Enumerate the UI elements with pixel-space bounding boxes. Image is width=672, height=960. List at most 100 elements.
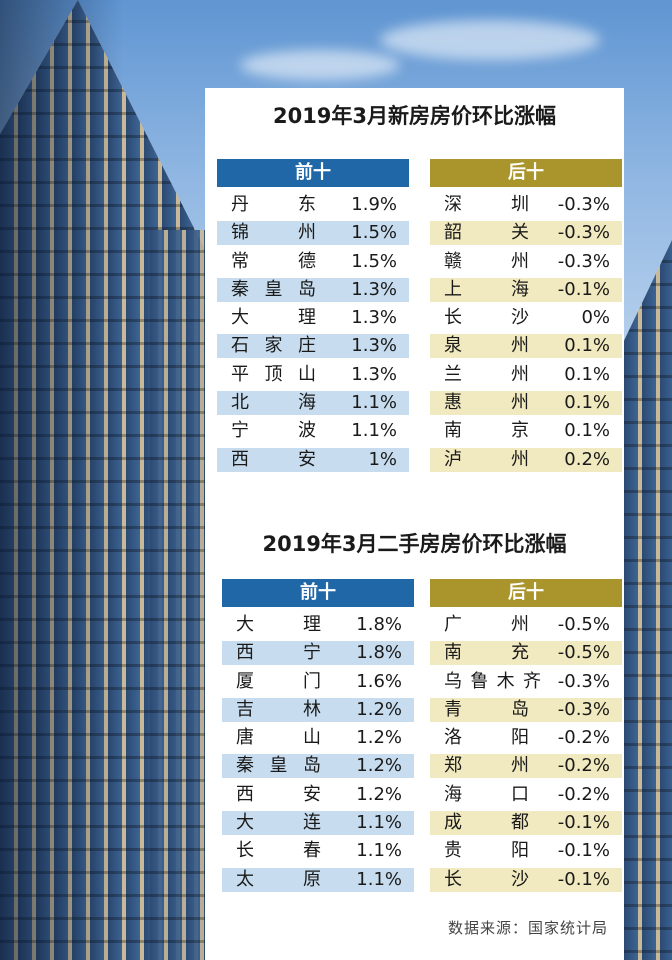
price-change-value: 1.2% <box>356 755 402 777</box>
price-change-value: 1.1% <box>356 868 402 890</box>
price-change-value: 1.8% <box>356 642 402 664</box>
rows: 广 州 -0.5% 南 充 -0.5% 乌鲁木齐 -0.3% 青 岛 -0.3% 洛 阳 -0.2… <box>430 613 622 892</box>
table-row: 贵 阳 -0.1% <box>430 839 622 863</box>
city-name: 成 都 <box>444 812 530 834</box>
city-name: 南 充 <box>444 642 530 664</box>
city-name: 青 岛 <box>444 698 530 720</box>
table-row: 吉 林 1.2% <box>222 697 414 722</box>
cloud <box>380 20 600 60</box>
table-row: 赣 州 -0.3% <box>430 250 622 274</box>
city-name: 长 沙 <box>444 307 530 329</box>
city-name: 丹 东 <box>231 194 317 215</box>
price-change-value: 1.2% <box>356 783 402 805</box>
city-name: 锦 州 <box>231 222 317 244</box>
price-change-value: 1.3% <box>351 307 397 329</box>
price-change-value: -0.1% <box>557 840 610 862</box>
city-name: 韶 关 <box>444 222 530 244</box>
table-row: 洛 阳 -0.2% <box>430 726 622 750</box>
table-row: 泉 州 0.1% <box>430 334 622 359</box>
price-change-value: -0.2% <box>557 755 610 777</box>
city-name: 平顶山 <box>231 363 317 385</box>
rows: 深 圳 -0.3% 韶 关 -0.3% 赣 州 -0.3% 上 海 -0.1% 长 沙 0% 泉 州… <box>430 193 622 472</box>
rows: 大 理 1.8% 西 宁 1.8% 厦 门 1.6% 吉 林 1.2% 唐 山 1.2% 秦皇岛 1.… <box>222 613 414 892</box>
city-name: 西 安 <box>231 448 317 470</box>
city-name: 西 安 <box>236 783 322 805</box>
table-row: 太 原 1.1% <box>222 867 414 892</box>
city-name: 乌鲁木齐 <box>444 670 542 692</box>
table-row: 北 海 1.1% <box>217 391 409 416</box>
price-change-value: -0.1% <box>557 868 610 890</box>
new-homes-top-ten: 前十 丹 东 1.9% 锦 州 1.5% 常 德 1.5% 秦皇岛 1.3% 大 理 1.3% 石家… <box>217 159 409 476</box>
table-row: 唐 山 1.2% <box>222 726 414 750</box>
city-name: 北 海 <box>231 392 317 414</box>
table-row: 南 京 0.1% <box>430 419 622 443</box>
price-change-value: 1.1% <box>356 812 402 834</box>
group-header-top-ten: 前十 <box>217 159 409 187</box>
price-change-value: -0.1% <box>557 812 610 834</box>
city-name: 赣 州 <box>444 250 530 272</box>
table-row: 兰 州 0.1% <box>430 363 622 387</box>
building-right <box>624 240 672 960</box>
city-name: 深 圳 <box>444 194 530 215</box>
table-row: 乌鲁木齐 -0.3% <box>430 670 622 694</box>
table-row: 长 沙 -0.1% <box>430 867 622 892</box>
table-row: 广 州 -0.5% <box>430 613 622 637</box>
price-change-value: 1% <box>368 448 397 470</box>
price-change-value: 1.3% <box>351 335 397 357</box>
city-name: 长 沙 <box>444 868 530 890</box>
price-change-value: 0% <box>581 307 610 329</box>
city-name: 宁 波 <box>231 420 317 442</box>
price-change-value: -0.3% <box>557 250 610 272</box>
table-row: 上 海 -0.1% <box>430 277 622 302</box>
city-name: 太 原 <box>236 868 322 890</box>
price-change-value: 0.1% <box>564 420 610 442</box>
city-name: 贵 阳 <box>444 840 530 862</box>
table-row: 大 连 1.1% <box>222 811 414 836</box>
table-row: 厦 门 1.6% <box>222 670 414 694</box>
city-name: 常 德 <box>231 250 317 272</box>
second-hand-bottom-ten: 后十 广 州 -0.5% 南 充 -0.5% 乌鲁木齐 -0.3% 青 岛 -0.3% 洛 阳 -… <box>430 579 622 896</box>
cloud <box>240 50 400 80</box>
city-name: 大 理 <box>236 614 322 635</box>
city-name: 西 宁 <box>236 642 322 664</box>
city-name: 秦皇岛 <box>236 755 322 777</box>
price-change-value: -0.2% <box>557 783 610 805</box>
price-change-value: 1.5% <box>351 222 397 244</box>
price-change-value: -0.3% <box>557 222 610 244</box>
city-name: 海 口 <box>444 783 530 805</box>
city-name: 石家庄 <box>231 335 317 357</box>
data-source-note: 数据来源：国家统计局 <box>447 919 608 937</box>
table-title-new-homes: 2019年3月新房房价环比涨幅 <box>272 104 557 128</box>
group-header-top-ten: 前十 <box>222 579 414 607</box>
city-name: 秦皇岛 <box>231 278 317 300</box>
price-change-value: 1.9% <box>351 194 397 215</box>
city-name: 广 州 <box>444 614 530 635</box>
table-row: 海 口 -0.2% <box>430 783 622 807</box>
price-change-value: 1.8% <box>356 614 402 635</box>
price-change-value: 0.2% <box>564 448 610 470</box>
city-name: 泸 州 <box>444 448 530 470</box>
price-change-value: -0.1% <box>557 278 610 300</box>
price-change-value: 1.1% <box>356 840 402 862</box>
table-row: 大 理 1.8% <box>222 613 414 637</box>
price-change-value: -0.5% <box>557 642 610 664</box>
city-name: 上 海 <box>444 278 530 300</box>
table-row: 丹 东 1.9% <box>217 193 409 217</box>
price-change-value: 1.1% <box>351 392 397 414</box>
price-change-value: -0.2% <box>557 727 610 749</box>
table-row: 锦 州 1.5% <box>217 221 409 246</box>
second-hand-top-ten: 前十 大 理 1.8% 西 宁 1.8% 厦 门 1.6% 吉 林 1.2% 唐 山 1.2% 秦皇… <box>222 579 414 896</box>
price-change-value: -0.3% <box>557 194 610 215</box>
price-change-value: -0.3% <box>557 698 610 720</box>
price-change-value: 1.1% <box>351 420 397 442</box>
price-change-value: 1.2% <box>356 727 402 749</box>
city-name: 洛 阳 <box>444 727 530 749</box>
city-name: 泉 州 <box>444 335 530 357</box>
table-row: 长 春 1.1% <box>222 839 414 863</box>
city-name: 吉 林 <box>236 698 322 720</box>
price-change-value: -0.5% <box>557 614 610 635</box>
table-row: 平顶山 1.3% <box>217 363 409 387</box>
table-row: 西 宁 1.8% <box>222 641 414 666</box>
price-change-value: 1.3% <box>351 363 397 385</box>
table-row: 宁 波 1.1% <box>217 419 409 443</box>
